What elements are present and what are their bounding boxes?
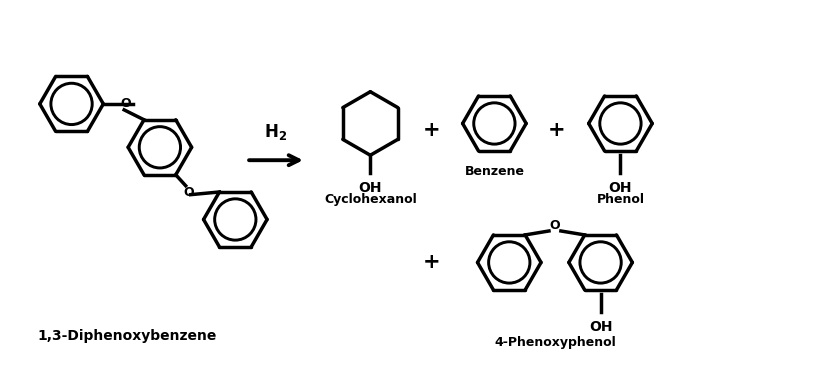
Text: O: O xyxy=(120,98,131,110)
Text: Cyclohexanol: Cyclohexanol xyxy=(324,193,417,206)
Text: OH: OH xyxy=(589,320,612,334)
Text: +: + xyxy=(423,120,441,140)
Text: Benzene: Benzene xyxy=(464,165,525,178)
Text: 1,3-Diphenoxybenzene: 1,3-Diphenoxybenzene xyxy=(38,329,217,343)
Text: +: + xyxy=(423,252,441,273)
Text: 4-Phenoxyphenol: 4-Phenoxyphenol xyxy=(494,336,615,349)
Text: O: O xyxy=(183,186,194,199)
Text: OH: OH xyxy=(609,181,632,195)
Text: +: + xyxy=(548,120,566,140)
Text: O: O xyxy=(549,219,560,232)
Text: OH: OH xyxy=(359,181,382,195)
Text: Phenol: Phenol xyxy=(596,193,644,206)
Text: $\mathbf{H_2}$: $\mathbf{H_2}$ xyxy=(265,122,288,142)
